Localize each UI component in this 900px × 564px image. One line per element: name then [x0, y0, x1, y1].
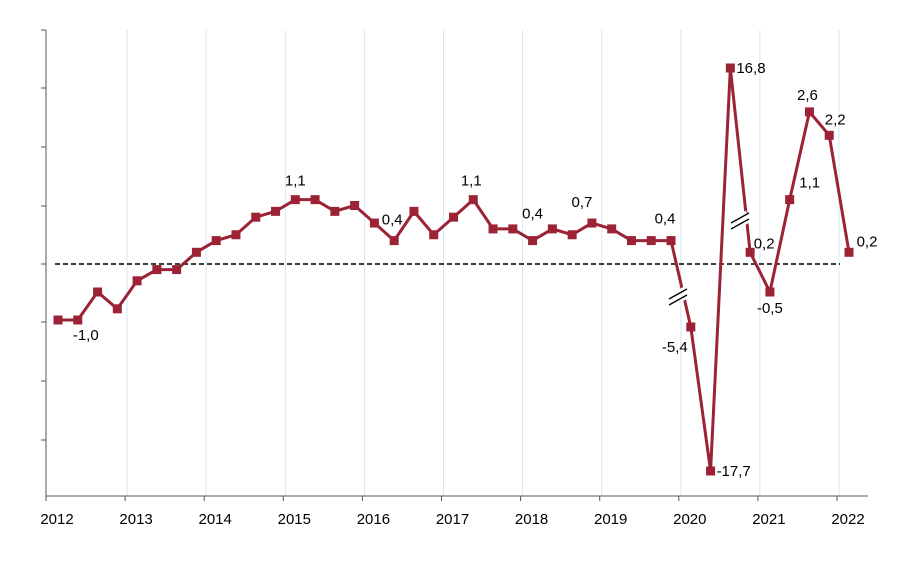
data-point-marker: [93, 287, 103, 297]
data-point-marker: [290, 195, 300, 205]
data-point-marker: [251, 212, 261, 222]
data-label: 0,4: [382, 212, 403, 229]
x-tick-label: 2022: [831, 511, 864, 528]
data-point-marker: [73, 315, 83, 325]
x-tick-label: 2012: [40, 511, 73, 528]
data-label: -5,4: [662, 339, 688, 356]
x-tick-label: 2015: [278, 511, 311, 528]
axis-break-slash: [668, 288, 688, 300]
data-point-marker: [567, 230, 577, 240]
data-label: 2,2: [825, 111, 846, 128]
data-label: 1,1: [799, 175, 820, 192]
data-point-marker: [508, 224, 518, 234]
axis-break-slash: [730, 212, 750, 224]
data-point-marker: [587, 218, 597, 228]
data-label: 2,6: [797, 87, 818, 104]
data-labels: -1,0 1,1 0,4 1,1 0,4 0,7 0,4 -5,4 -17,7 16,8 0,2 -0…: [73, 60, 878, 480]
data-point-marker: [626, 236, 636, 246]
data-label: 1,1: [461, 173, 482, 190]
data-point-marker: [725, 63, 735, 73]
data-point-marker: [824, 130, 834, 140]
axis-break-marks: [666, 210, 752, 308]
axis-break-slash: [730, 218, 750, 230]
data-label: 16,8: [736, 60, 765, 77]
data-point-marker: [686, 322, 696, 332]
data-label: -17,7: [717, 463, 751, 480]
data-point-marker: [745, 247, 755, 257]
x-tick-label: 2020: [673, 511, 706, 528]
x-tick-label: 2016: [357, 511, 390, 528]
data-point-marker: [369, 218, 379, 228]
data-point-marker: [765, 287, 775, 297]
data-point-marker: [449, 212, 458, 222]
data-point-marker: [172, 265, 182, 275]
data-label: 0,2: [754, 235, 775, 252]
x-tick-label: 2014: [199, 511, 232, 528]
data-label: 0,4: [655, 211, 676, 228]
data-point-marker: [528, 236, 538, 246]
data-point-marker: [844, 247, 854, 257]
data-label: 0,2: [857, 233, 878, 250]
data-point-marker: [53, 315, 63, 325]
marker-group: [53, 63, 854, 476]
data-point-marker: [429, 230, 439, 240]
data-label: 1,1: [285, 173, 306, 190]
data-label: 0,4: [522, 206, 543, 223]
data-label: -1,0: [73, 327, 99, 344]
data-label: -0,5: [757, 300, 783, 317]
data-point-marker: [468, 195, 478, 205]
x-tick-label: 2019: [594, 511, 627, 528]
data-point-marker: [310, 195, 320, 205]
x-tick-label: 2021: [752, 511, 785, 528]
gridlines: [126, 30, 840, 496]
axis-break-gap: [728, 210, 752, 232]
data-point-marker: [646, 236, 656, 246]
data-point-marker: [804, 107, 814, 117]
data-point-marker: [271, 206, 281, 216]
x-tick-label: 2013: [119, 511, 152, 528]
data-point-marker: [211, 236, 221, 246]
data-point-marker: [607, 224, 617, 234]
x-tick-label: 2018: [515, 511, 548, 528]
data-point-marker: [409, 206, 419, 216]
data-point-marker: [389, 236, 399, 246]
data-point-marker: [488, 224, 498, 234]
data-point-marker: [785, 195, 795, 205]
data-point-marker: [132, 276, 142, 286]
axes: [41, 29, 868, 501]
x-tick-label: 2017: [436, 511, 469, 528]
data-point-marker: [152, 265, 162, 275]
data-point-marker: [231, 230, 241, 240]
data-label: 0,7: [571, 194, 592, 211]
data-point-marker: [547, 224, 557, 234]
axis-break-gap: [666, 286, 690, 308]
data-point-marker: [191, 247, 201, 257]
data-point-marker: [330, 206, 340, 216]
axis-break-slash: [668, 294, 688, 306]
data-point-marker: [350, 201, 360, 210]
data-point-marker: [112, 304, 122, 314]
x-tick-labels: 2012 2013 2014 2015 2016 2017 2018 2019 2020 2021…: [40, 511, 864, 528]
data-point-marker: [706, 466, 716, 476]
data-point-marker: [666, 236, 676, 246]
